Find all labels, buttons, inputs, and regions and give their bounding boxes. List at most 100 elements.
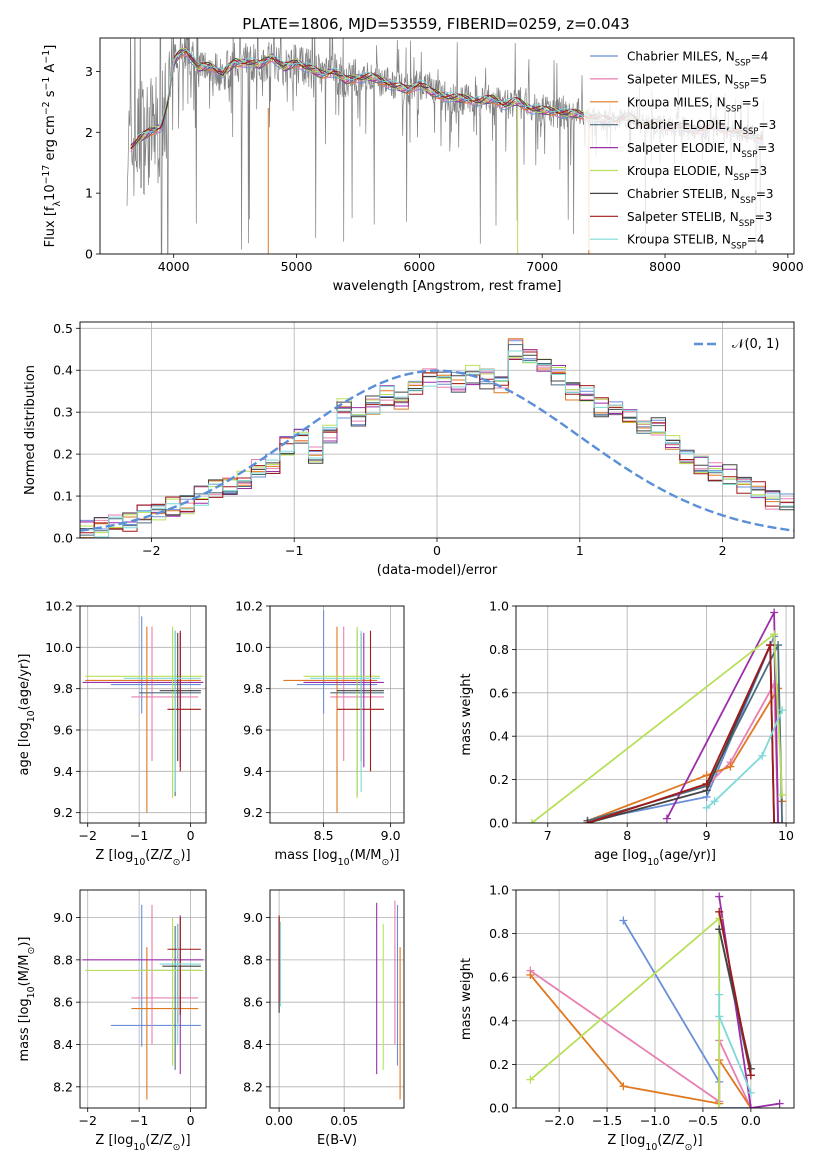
x-tick-label: 1 xyxy=(576,543,584,558)
legend-entry: Kroupa STELIB, NSSP=4 xyxy=(627,233,765,252)
x-tick-label: 0 xyxy=(187,828,195,843)
x-axis-label: wavelength [Angstrom, rest frame] xyxy=(333,279,562,294)
series-point xyxy=(710,797,719,806)
series-point xyxy=(770,608,779,617)
x-tick-label: 9.0 xyxy=(381,828,401,843)
x-tick-label: 8.5 xyxy=(314,828,334,843)
y-tick-label: 0 xyxy=(85,247,93,262)
x-axis-label: (data-model)/error xyxy=(377,563,498,578)
chart-age-vs-mass: 8.5 9.0 9.2 9.4 9.6 9.8 10.0 10.2 mass [log10​(M… xyxy=(235,599,405,868)
residuals-frame xyxy=(79,321,795,539)
series-point xyxy=(662,814,671,823)
y-tick-label: 9.4 xyxy=(53,764,73,779)
y-tick-label: 9.8 xyxy=(53,681,73,696)
y-tick-label: 10.2 xyxy=(45,599,73,614)
y-tick-label: 0.4 xyxy=(489,729,509,744)
chart-spectrum: 4000 5000 6000 7000 8000 9000 0 1 2 3 wavelength [… xyxy=(41,37,804,294)
series-point xyxy=(770,819,779,823)
y-tick-label: 9.4 xyxy=(243,764,263,779)
x-tick-label: 0 xyxy=(433,543,441,558)
y-axis-label: Normed distribution xyxy=(23,365,38,495)
mass-vs-ebv-plot-area xyxy=(270,890,404,1108)
x-tick-label: −2.0 xyxy=(544,1113,574,1128)
x-axis-label: Z [log10​(Z/Z⊙​)] xyxy=(95,1133,190,1153)
spectrum-frame xyxy=(99,37,795,255)
legend-box xyxy=(584,42,790,250)
age-vs-mass-frame xyxy=(269,605,405,824)
residuals-plot-area xyxy=(80,322,794,538)
mass-vs-Z-frame xyxy=(79,889,207,1109)
figure-title: PLATE=1806, MJD=53559, FIBERID=0259, z=0… xyxy=(242,15,629,33)
legend-entry: Chabrier STELIB, NSSP=3 xyxy=(627,187,774,206)
x-axis-label: age [log10​(age/yr)] xyxy=(594,848,716,868)
x-tick-label: 2 xyxy=(719,543,727,558)
y-tick-label: 9.2 xyxy=(53,805,73,820)
legend-entry: Kroupa ELODIE, NSSP=3 xyxy=(627,164,767,183)
histogram-chabrier-stelib xyxy=(80,354,794,530)
series-point xyxy=(726,762,735,771)
x-tick-label: 8000 xyxy=(649,259,681,274)
y-tick-label: 9.0 xyxy=(53,910,73,925)
x-axis-label: Z [log10​(Z/Z⊙​)] xyxy=(607,1133,702,1153)
y-tick-label: 0.0 xyxy=(489,1101,509,1116)
y-tick-label: 0.1 xyxy=(53,489,73,504)
series-point xyxy=(715,1104,724,1108)
spectrum-legend: Chabrier MILES, NSSP=4 Salpeter MILES, NS… xyxy=(584,42,790,252)
series-point xyxy=(778,706,787,715)
series-point xyxy=(766,641,775,650)
y-tick-label: 0.6 xyxy=(489,685,509,700)
mass-vs-ebv-frame xyxy=(269,889,405,1109)
y-tick-label: 1.0 xyxy=(489,883,509,898)
y-tick-label: 0.3 xyxy=(53,405,73,420)
series-line-kroupa-stelib xyxy=(706,709,783,809)
y-tick-label: 9.2 xyxy=(243,805,263,820)
y-tick-label: 9.0 xyxy=(243,910,263,925)
age-vs-mass-plot-area xyxy=(270,606,404,823)
y-tick-label: 8.2 xyxy=(243,1079,263,1094)
series-point xyxy=(774,819,783,823)
series-point xyxy=(619,1082,628,1091)
normal-distribution-curve xyxy=(80,369,794,532)
series-point xyxy=(778,819,787,823)
histogram-chabrier-elodie xyxy=(80,344,794,536)
x-tick-label: −1.0 xyxy=(640,1113,670,1128)
series-point xyxy=(715,892,724,901)
age-vs-Z-plot-area xyxy=(80,606,206,823)
y-axis-label: Flux [fλ​10−17​ erg cm−2​ s−1​ A−1​] xyxy=(41,45,63,248)
series-point xyxy=(758,751,767,760)
x-axis-label: E(B-V) xyxy=(317,1133,357,1148)
y-tick-label: 0.6 xyxy=(489,970,509,985)
massweight-vs-age-frame xyxy=(515,605,795,824)
y-tick-label: 10.0 xyxy=(235,640,263,655)
y-tick-label: 8.8 xyxy=(243,952,263,967)
series-point xyxy=(778,790,787,799)
y-tick-label: 0.2 xyxy=(489,1057,509,1072)
y-tick-label: 0.8 xyxy=(489,926,509,941)
x-tick-label: 4000 xyxy=(158,259,190,274)
y-tick-label: 8.2 xyxy=(53,1079,73,1094)
y-tick-label: 10.0 xyxy=(45,640,73,655)
y-tick-label: 1.0 xyxy=(489,599,509,614)
chart-mass-vs-ebv: 0.00 0.05 8.2 8.4 8.6 8.8 9.0 E(B-V) xyxy=(243,889,405,1148)
series-point xyxy=(619,916,628,925)
legend-entry: Chabrier MILES, NSSP=4 xyxy=(627,50,768,69)
x-tick-label: 0 xyxy=(187,1113,195,1128)
series-point xyxy=(746,1104,755,1108)
series-point xyxy=(715,1012,724,1021)
x-tick-label: 9000 xyxy=(772,259,804,274)
y-tick-label: 0.4 xyxy=(53,363,73,378)
series-point xyxy=(526,971,535,980)
massweight-vs-Z-plot-area xyxy=(516,890,794,1108)
y-tick-label: 9.6 xyxy=(53,723,73,738)
series-point xyxy=(775,1099,784,1108)
y-tick-label: 8.6 xyxy=(53,995,73,1010)
series-point xyxy=(746,1088,755,1097)
legend-entry: Chabrier ELODIE, NSSP=3 xyxy=(627,118,776,137)
x-tick-label: −2 xyxy=(78,1113,96,1128)
histogram-kroupa-elodie xyxy=(80,356,794,534)
age-vs-Z-frame xyxy=(79,605,207,824)
y-tick-label: 8.6 xyxy=(243,995,263,1010)
chart-massweight-vs-Z: −2.0 −1.5 −1.0 −0.5 0.0 0.0 0.2 0.4 0.6 0.8 1.0 Z [… xyxy=(459,883,795,1153)
